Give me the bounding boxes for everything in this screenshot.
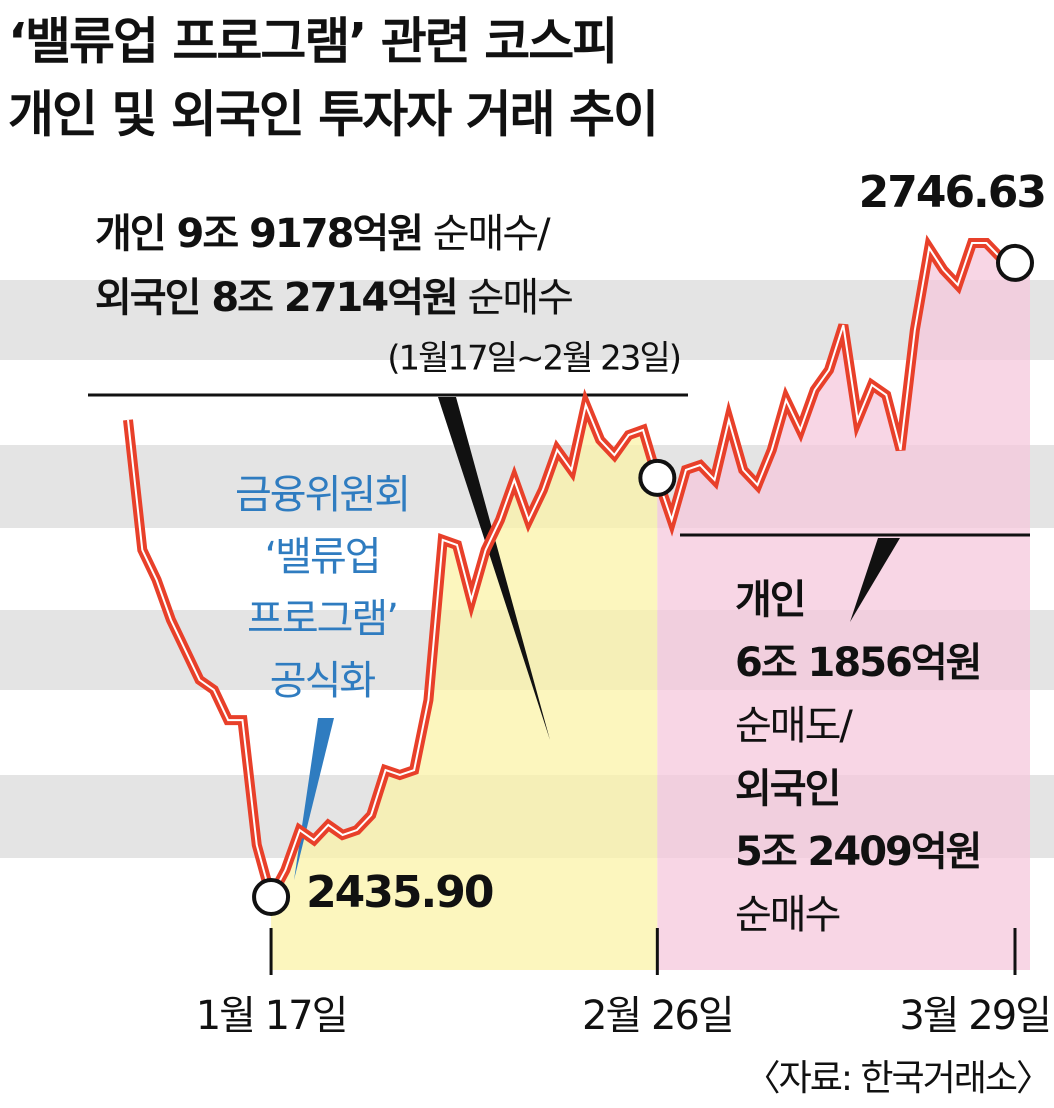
note-bold: 외국인 8조 2714억원 bbox=[95, 275, 457, 321]
point-marker bbox=[638, 458, 677, 497]
plot: 1월 17일 2월 26일 3월 29일 2435.90 2746.63 bbox=[123, 167, 1052, 1039]
x-tick-label: 2월 26일 bbox=[582, 993, 733, 1039]
point-marker bbox=[996, 243, 1034, 282]
stripe bbox=[0, 280, 1054, 360]
period-area bbox=[657, 243, 1030, 970]
regions bbox=[271, 243, 1030, 970]
note-text: 순매수/ bbox=[433, 211, 551, 257]
pointer bbox=[438, 397, 550, 740]
event-note-line: 프로그램’ bbox=[247, 596, 397, 642]
event-note-line: 공식화 bbox=[270, 658, 376, 704]
value-label: 2746.63 bbox=[859, 167, 1045, 218]
pointer bbox=[850, 538, 900, 622]
chart-title: 개인 및 외국인 투자자 거래 추이 bbox=[8, 86, 657, 144]
period2-note-line: 6조 1856억원 bbox=[735, 640, 981, 686]
event-note-line: 금융위원회 bbox=[235, 472, 409, 518]
period2-note-line: 개인 bbox=[735, 577, 805, 623]
period1-period: (1월17일~2월 23일) bbox=[387, 339, 680, 379]
note-bold: 개인 9조 9178억원 bbox=[95, 211, 422, 257]
period2-note-line: 5조 2409억원 bbox=[735, 829, 981, 875]
x-tick-label: 3월 29일 bbox=[899, 993, 1050, 1039]
x-tick-label: 1월 17일 bbox=[196, 993, 347, 1039]
period-area bbox=[271, 405, 658, 970]
period1-note: 외국인 8조 2714억원 순매수 bbox=[95, 275, 572, 321]
note-text: 순매수 bbox=[468, 275, 573, 321]
chart-title: ‘밸류업 프로그램’ 관련 코스피 bbox=[8, 13, 616, 71]
period2-note-line: 외국인 bbox=[735, 766, 839, 812]
value-label: 2435.90 bbox=[306, 867, 493, 918]
period2-note-line: 순매도/ bbox=[735, 703, 853, 749]
source: 〈자료: 한국거래소〉 bbox=[745, 1058, 1050, 1099]
period2-note-line: 순매수 bbox=[735, 892, 840, 938]
event-note-line: ‘밸류업 bbox=[264, 534, 379, 580]
period1-note: 개인 9조 9178억원 순매수/ bbox=[95, 211, 551, 257]
point-marker bbox=[252, 878, 291, 916]
pointer bbox=[294, 718, 334, 880]
